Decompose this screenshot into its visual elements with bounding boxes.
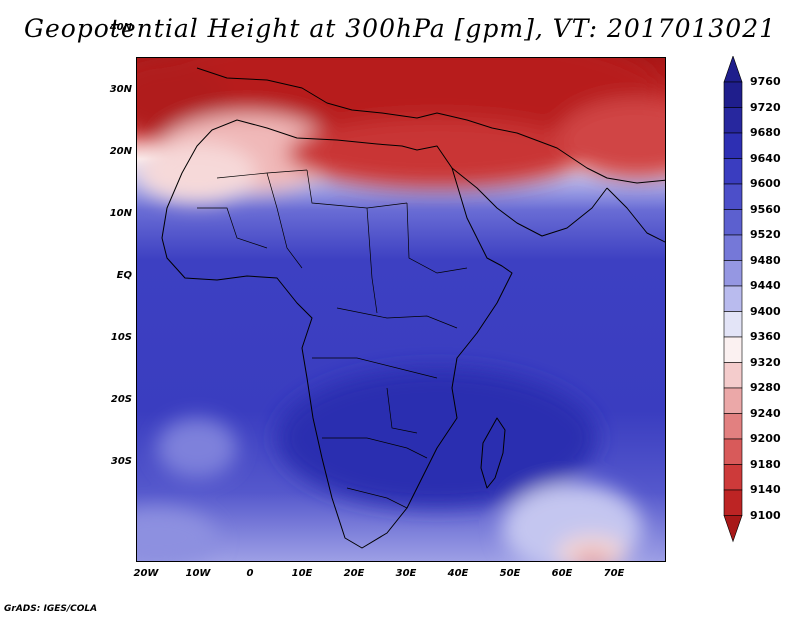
- colorbar-level-label: 9200: [750, 432, 781, 445]
- lon-tick-label: 50E: [499, 568, 521, 579]
- lat-tick-label: 20S: [110, 394, 132, 405]
- colorbar-level-label: 9520: [750, 228, 781, 241]
- grads-credit: GrADS: IGES/COLA: [4, 604, 98, 614]
- colorbar-bottom-arrow: [723, 515, 743, 543]
- colorbar-level-label: 9280: [750, 381, 781, 394]
- geopotential-map: [137, 58, 665, 561]
- colorbar-swatch: [723, 81, 743, 108]
- colorbar-level-label: 9640: [750, 151, 781, 165]
- africa-coast: [161, 119, 513, 549]
- colorbar-swatch: [723, 387, 743, 414]
- colorbar-level-label: 9760: [750, 75, 781, 88]
- lon-tick-label: 40E: [447, 568, 469, 579]
- lon-tick-label: 0: [246, 568, 254, 579]
- colorbar-level-label: 9180: [750, 457, 781, 471]
- country-borders: [197, 169, 468, 509]
- colorbar-level-label: 9440: [750, 279, 781, 292]
- colorbar-level-label: 9600: [750, 177, 781, 190]
- colorbar-swatch: [723, 362, 743, 389]
- colorbar-swatch: [723, 413, 743, 440]
- colorbar-top-arrow: [723, 56, 743, 83]
- colorbar-level-label: 9100: [750, 508, 781, 522]
- colorbar-swatch: [723, 158, 743, 185]
- colorbar: [723, 56, 743, 543]
- colorbar-level-label: 9320: [750, 355, 781, 369]
- colorbar-level-label: 9480: [750, 253, 781, 267]
- south-asia-coast: [606, 187, 665, 243]
- europe-coast: [196, 67, 665, 184]
- colorbar-swatch: [723, 260, 743, 287]
- colorbar-swatch: [723, 464, 743, 491]
- map-panel: [136, 57, 666, 562]
- lon-tick-label: 20E: [343, 568, 365, 579]
- colorbar-swatch: [723, 209, 743, 236]
- lat-tick-label: 40N: [109, 22, 132, 33]
- lat-tick-label: 30S: [110, 456, 132, 467]
- map-title: Geopotential Height at 300hPa [gpm], VT:…: [23, 14, 777, 43]
- colorbar-level-label: 9560: [750, 202, 781, 216]
- lat-tick-label: EQ: [116, 270, 132, 281]
- lon-tick-label: 20W: [133, 568, 159, 579]
- colorbar-level-label: 9140: [750, 483, 781, 496]
- colorbar-swatch: [723, 311, 743, 338]
- lat-tick-label: 30N: [109, 84, 132, 95]
- colorbar-swatch: [723, 489, 743, 516]
- colorbar-swatch: [723, 132, 743, 159]
- lon-tick-label: 30E: [395, 568, 417, 579]
- coastlines: [161, 67, 665, 549]
- lon-tick-label: 60E: [551, 568, 573, 579]
- lat-tick-label: 10N: [109, 208, 132, 219]
- colorbar-level-label: 9240: [750, 406, 781, 420]
- height-field-features: [137, 58, 665, 561]
- colorbar-level-label: 9720: [750, 100, 781, 114]
- lat-tick-label: 10S: [110, 332, 132, 343]
- colorbar-level-label: 9360: [750, 330, 781, 343]
- lon-tick-label: 10W: [185, 568, 211, 579]
- arabia-coast: [451, 167, 608, 237]
- colorbar-level-label: 9400: [750, 304, 781, 318]
- colorbar-swatch: [723, 107, 743, 134]
- madagascar-coast: [480, 417, 506, 489]
- lon-tick-label: 10E: [291, 568, 313, 579]
- lat-tick-label: 20N: [109, 146, 132, 157]
- colorbar-swatch: [723, 285, 743, 312]
- colorbar-swatch: [723, 183, 743, 210]
- colorbar-level-label: 9680: [750, 126, 781, 139]
- lon-tick-label: 70E: [603, 568, 625, 579]
- colorbar-swatch: [723, 234, 743, 261]
- colorbar-swatch: [723, 438, 743, 465]
- colorbar-swatch: [723, 336, 743, 363]
